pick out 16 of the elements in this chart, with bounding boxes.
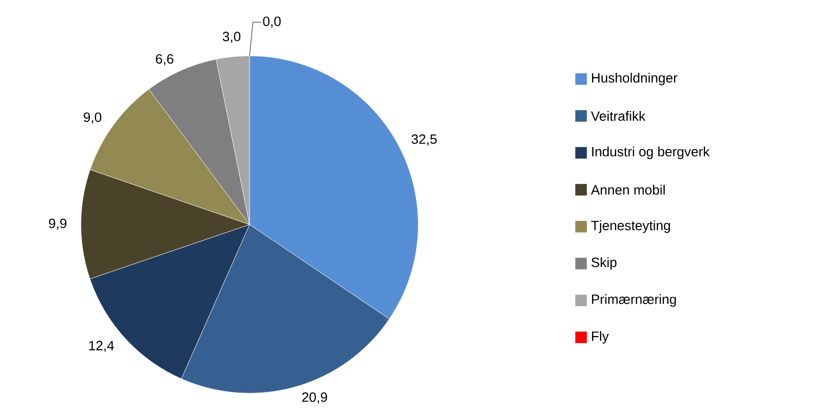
legend-label: Veitrafikk bbox=[590, 110, 646, 121]
legend-label: Industri og bergverk bbox=[592, 146, 710, 159]
data-label: 3,0 bbox=[222, 32, 240, 43]
data-label: 12,4 bbox=[89, 340, 114, 352]
legend-label: Skip bbox=[592, 257, 616, 270]
data-label: 6,6 bbox=[156, 54, 174, 66]
data-label: 32,5 bbox=[412, 134, 437, 146]
legend-label: Husholdninger bbox=[592, 72, 678, 86]
data-label: 9,9 bbox=[48, 218, 66, 230]
legend-label: Fly bbox=[592, 330, 609, 344]
data-label: 20,9 bbox=[302, 392, 328, 404]
legend-label: Primærnæring bbox=[592, 294, 676, 307]
legend-label: Tjenesteyting bbox=[591, 220, 670, 233]
text: 0,0 bbox=[263, 16, 281, 28]
data-label: 9,0 bbox=[84, 112, 102, 124]
legend-label: Annen mobil bbox=[590, 184, 665, 194]
